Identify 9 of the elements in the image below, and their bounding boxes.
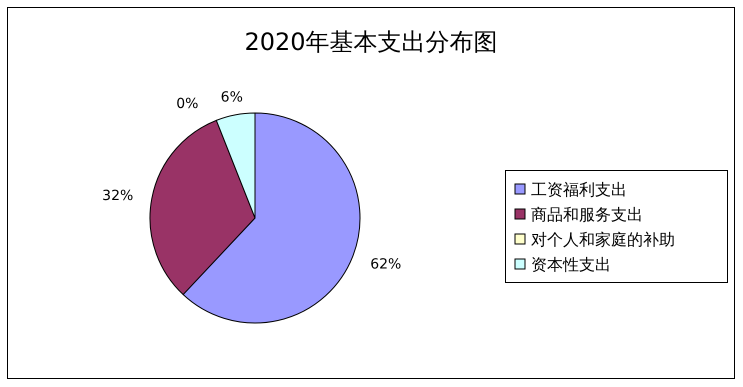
legend-label: 对个人和家庭的补助 xyxy=(531,230,675,249)
legend-label: 商品和服务支出 xyxy=(531,205,643,224)
data-label: 32% xyxy=(102,188,134,204)
text: 0% xyxy=(176,96,198,112)
data-label: 62% xyxy=(370,256,402,273)
legend-label: 资本性支出 xyxy=(531,255,611,274)
legend-label: 工资福利支出 xyxy=(531,180,627,199)
chart-title: 2020年基本支出分布图 xyxy=(244,28,498,56)
data-label: 6% xyxy=(220,89,243,106)
